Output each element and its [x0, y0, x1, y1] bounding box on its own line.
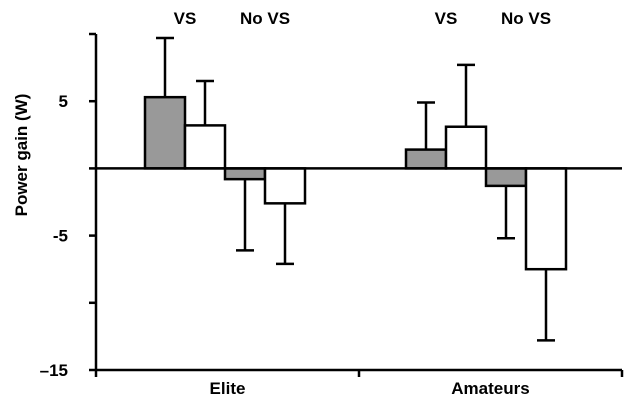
- group-label: Elite: [210, 379, 246, 398]
- bar-1-3: [223, 167, 267, 181]
- y-tick-label: 5: [59, 92, 68, 111]
- group-label: Amateurs: [451, 379, 529, 398]
- bar-2-1: [404, 148, 448, 170]
- y-tick-label: –15: [40, 361, 68, 380]
- bars-layer: [143, 36, 568, 342]
- axes-layer: [89, 32, 624, 377]
- condition-label: VS: [174, 9, 197, 28]
- condition-label: No VS: [501, 9, 551, 28]
- y-tick-label: -5: [53, 227, 68, 246]
- condition-label: No VS: [240, 9, 290, 28]
- bar-2-4: [524, 167, 568, 271]
- bar-1-1: [143, 95, 187, 170]
- bar-2-3: [484, 167, 528, 188]
- bar-2-2: [444, 125, 488, 170]
- labels-layer: 5 -5 –15 Elite Amateurs VS No VS VS No VS: [40, 9, 551, 398]
- bar-1-2: [183, 124, 227, 170]
- condition-label: VS: [435, 9, 458, 28]
- bar-1-4: [263, 167, 307, 205]
- y-axis-title: Power gain (W): [12, 94, 31, 217]
